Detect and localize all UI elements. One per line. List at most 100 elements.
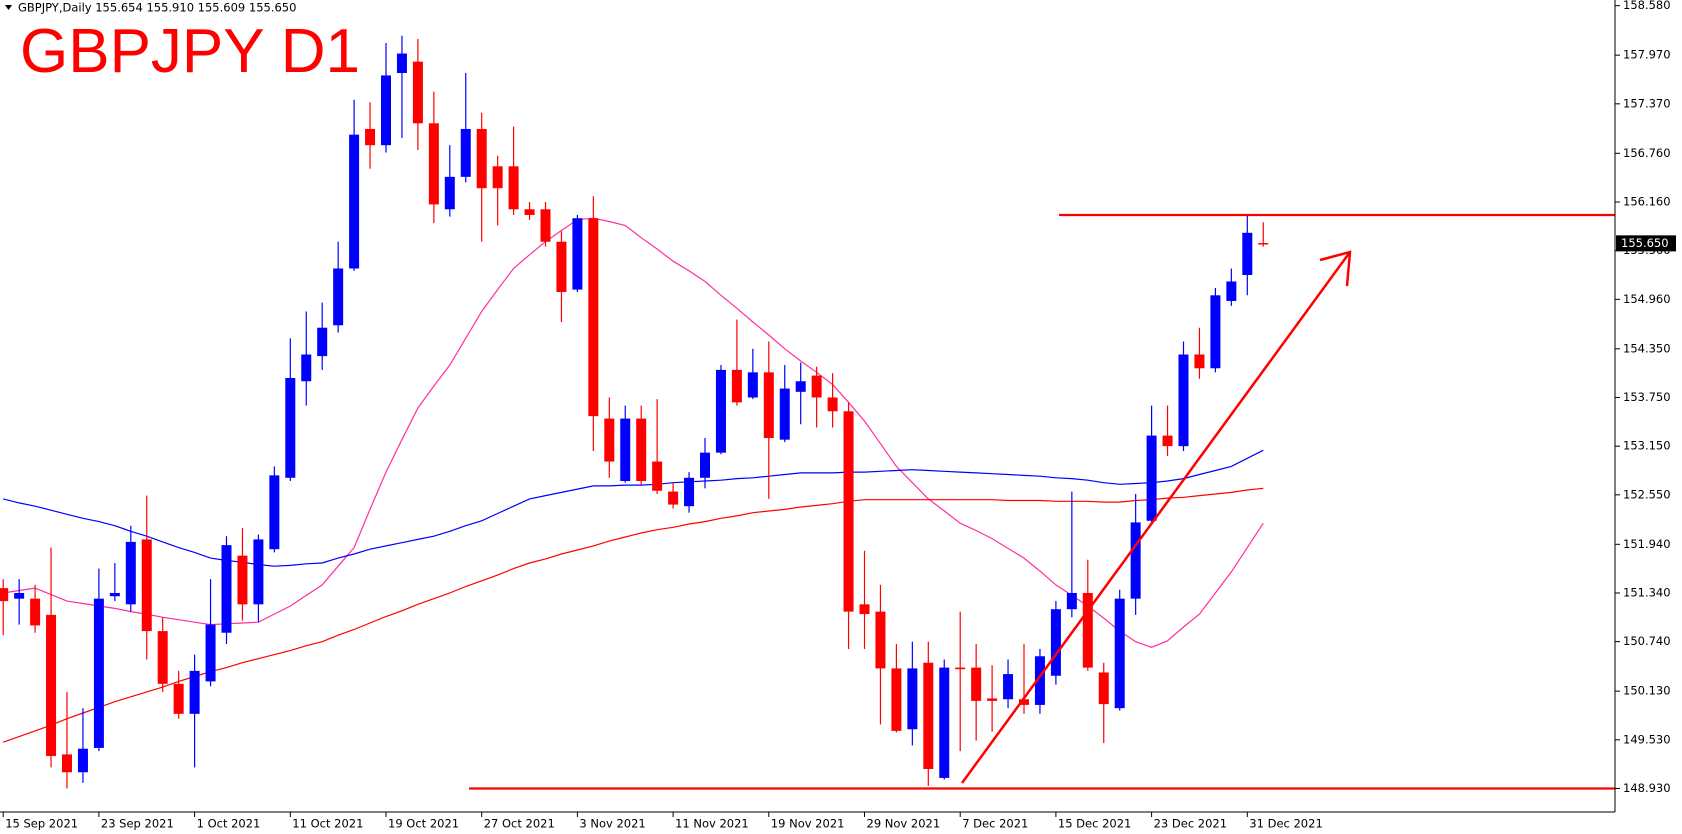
plot — [0, 35, 1615, 790]
candle-body — [1178, 354, 1189, 447]
candle-body — [652, 461, 663, 491]
candle-body — [62, 754, 72, 773]
candle-body — [540, 209, 551, 242]
moving-average — [3, 449, 1264, 567]
candle-body — [907, 668, 918, 730]
candle-body — [1130, 522, 1141, 599]
candle-body — [795, 381, 806, 392]
candle-body — [620, 418, 631, 482]
candle-body — [588, 218, 599, 417]
candle-body — [317, 327, 328, 357]
candle-body — [444, 176, 455, 210]
x-tick-label: 3 Nov 2021 — [579, 817, 645, 831]
candle-body — [700, 452, 710, 478]
candle-body — [253, 539, 264, 605]
candle-body — [1194, 354, 1205, 369]
candle-body — [524, 209, 535, 215]
y-tick-label: 157.370 — [1623, 96, 1671, 110]
candle-body — [365, 128, 376, 146]
candle-body — [77, 748, 88, 773]
y-tick-label: 150.740 — [1623, 634, 1671, 648]
axis-background — [1615, 0, 1682, 834]
trend-arrow — [960, 250, 1352, 784]
candle-body — [715, 369, 726, 453]
menu-triangle — [5, 5, 12, 10]
candle-body — [141, 539, 152, 632]
x-tick-label: 19 Oct 2021 — [388, 817, 459, 831]
candle-body — [237, 555, 248, 605]
candle-body — [779, 388, 790, 440]
candle-body — [428, 123, 439, 205]
candle-body — [492, 166, 503, 189]
candle-body — [93, 598, 104, 748]
candle-body — [125, 541, 136, 605]
candle-body — [381, 75, 391, 146]
candle-body — [971, 667, 982, 701]
chart-info: GBPJPY,Daily 155.654 155.910 155.609 155… — [18, 1, 296, 15]
candle-body — [684, 477, 695, 507]
candle-body — [221, 545, 232, 633]
candle-body — [1258, 243, 1269, 245]
price-label-box — [1616, 235, 1676, 252]
candle-body — [1066, 592, 1077, 610]
x-tick-label: 19 Nov 2021 — [771, 817, 845, 831]
candle-body — [460, 128, 471, 177]
candle-body — [14, 592, 25, 599]
candle-body — [1098, 672, 1109, 705]
candle-body — [1050, 609, 1061, 676]
x-tick-label: 23 Dec 2021 — [1154, 817, 1227, 831]
candle-body — [1210, 295, 1221, 369]
arrow-head — [1319, 250, 1352, 287]
candle-body — [1162, 435, 1173, 447]
x-tick-label: 29 Nov 2021 — [867, 817, 941, 831]
candle-body — [1146, 435, 1157, 521]
y-tick-label: 154.350 — [1623, 341, 1671, 355]
candle-body — [189, 670, 200, 714]
candle-body — [396, 53, 407, 74]
y-tick-label: 153.750 — [1623, 390, 1671, 404]
y-tick-label: 151.340 — [1623, 585, 1671, 599]
candle-body — [572, 218, 583, 290]
candle-body — [763, 372, 774, 439]
candle-body — [46, 614, 57, 757]
candle-body — [1242, 232, 1253, 275]
candle-body — [1003, 674, 1014, 700]
candle-body — [476, 128, 487, 189]
candle-body — [269, 475, 280, 550]
candle-body — [205, 624, 216, 682]
y-tick-label: 156.160 — [1623, 194, 1671, 208]
candle-body — [731, 369, 742, 403]
candle-body — [1114, 598, 1125, 709]
candle-body — [556, 241, 567, 293]
candle-body — [859, 604, 870, 615]
x-tick-label: 31 Dec 2021 — [1249, 817, 1322, 831]
x-tick-label: 23 Sep 2021 — [101, 817, 174, 831]
candle-body — [668, 491, 679, 505]
y-tick-label: 152.550 — [1623, 487, 1671, 501]
moving-average — [3, 217, 1264, 648]
candle-body — [827, 397, 838, 412]
x-tick-label: 7 Dec 2021 — [962, 817, 1028, 831]
candle-body — [604, 418, 615, 462]
candle-body — [173, 683, 184, 714]
candle-body — [1082, 592, 1093, 668]
candle-body — [939, 667, 950, 778]
candle-body — [301, 354, 312, 382]
candle-body — [1034, 656, 1045, 705]
y-tick-label: 149.530 — [1623, 732, 1671, 746]
candle-body — [843, 411, 854, 612]
y-tick-label: 150.130 — [1623, 684, 1671, 698]
y-tick-label: 148.930 — [1623, 781, 1671, 795]
x-tick-label: 1 Oct 2021 — [197, 817, 261, 831]
y-tick-label: 157.970 — [1623, 48, 1671, 62]
candle-body — [891, 668, 902, 731]
candle-body — [955, 667, 966, 670]
candle-body — [636, 418, 647, 482]
x-tick-label: 11 Nov 2021 — [675, 817, 749, 831]
y-tick-label: 154.960 — [1623, 292, 1671, 306]
candle-body — [987, 698, 998, 701]
candle-body — [811, 375, 822, 398]
candle-body — [157, 631, 168, 684]
